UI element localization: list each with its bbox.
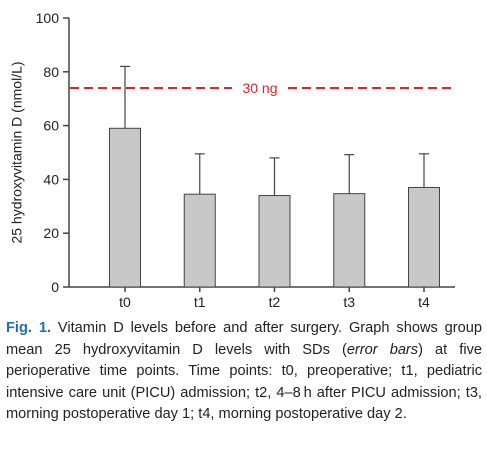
- y-axis: 0 20 40 60 80 100 25 hydroxyvitamin D (nmol/L…: [9, 10, 70, 295]
- bar-t4: [408, 186, 440, 288]
- reference-line: 30 ng: [70, 80, 455, 96]
- x-tick-label: t2: [269, 294, 281, 310]
- y-tick-label: 40: [43, 171, 59, 187]
- x-ticks: t0 t1 t2 t3 t4: [119, 287, 430, 310]
- y-tick-label: 20: [43, 225, 59, 241]
- y-tick-label: 100: [36, 10, 60, 26]
- x-axis: t0 t1 t2 t3 t4: [69, 286, 455, 310]
- y-tick-label: 60: [43, 118, 59, 134]
- bar-t1: [183, 193, 216, 288]
- bar-t0: [109, 127, 141, 288]
- caption-text-after: ) at five perioperative time points. Tim…: [6, 341, 482, 423]
- y-axis-title: 25 hydroxyvitamin D (nmol/L): [9, 61, 25, 243]
- bar-t3: [333, 193, 366, 288]
- figure-caption: Fig. 1. Vitamin D levels before and afte…: [6, 318, 482, 426]
- bar-chart: 0 20 40 60 80 100 25 hydroxyvitamin D (nmol/L…: [9, 10, 455, 310]
- x-tick-label: t3: [343, 294, 355, 310]
- error-bars: [120, 65, 429, 196]
- x-tick-label: t0: [119, 294, 131, 310]
- bar-t2: [258, 195, 291, 288]
- caption-emphasis: error bars: [346, 341, 419, 358]
- y-tick-label: 0: [51, 279, 59, 295]
- bars: [109, 127, 440, 288]
- reference-line-label: 30 ng: [242, 80, 277, 96]
- y-ticks: 0 20 40 60 80 100: [36, 10, 69, 295]
- figure-label: Fig. 1.: [6, 320, 52, 336]
- y-tick-label: 80: [43, 64, 59, 80]
- x-tick-label: t1: [194, 294, 206, 310]
- caption-text-before: Vitamin D levels before and after surger…: [6, 320, 482, 358]
- x-tick-label: t4: [418, 294, 430, 310]
